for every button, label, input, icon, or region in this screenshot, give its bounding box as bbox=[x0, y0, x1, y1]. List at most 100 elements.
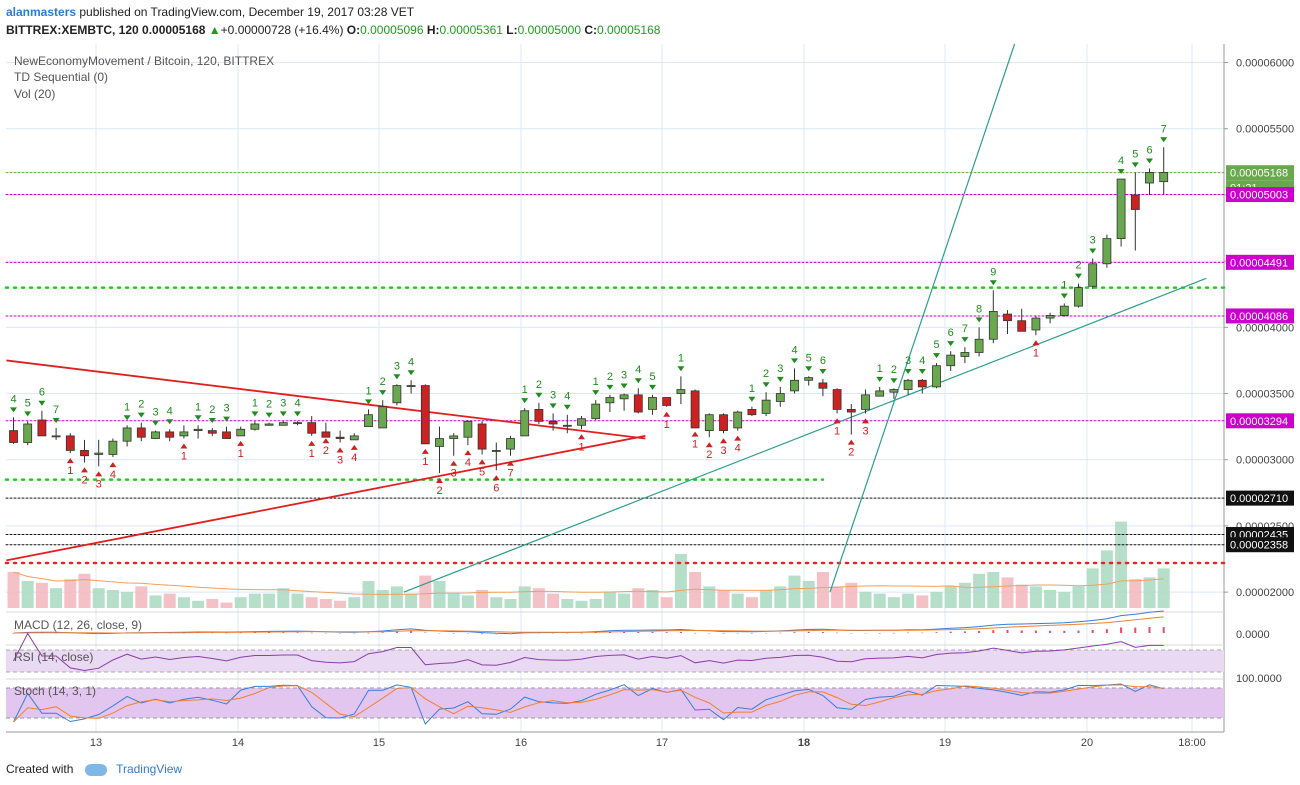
candle-body bbox=[207, 430, 217, 434]
td-sell-setup-marker bbox=[208, 417, 216, 423]
trendlines bbox=[6, 43, 1207, 593]
macd-histogram-bar bbox=[821, 631, 824, 633]
time-tick-label: 14 bbox=[232, 737, 244, 749]
footer: Created with TradingView bbox=[6, 758, 182, 780]
candle-body bbox=[307, 422, 317, 434]
td-buy-setup-marker bbox=[507, 460, 514, 466]
volume-bar bbox=[547, 593, 560, 608]
td-count-label: 6 bbox=[948, 327, 954, 339]
td-count-label: 3 bbox=[550, 389, 556, 401]
td-sell-setup-marker bbox=[918, 368, 926, 374]
td-count-label: 2 bbox=[138, 399, 144, 411]
candle-body bbox=[94, 452, 104, 455]
price-label-tag bbox=[1226, 165, 1294, 181]
td-count-label: 1 bbox=[522, 384, 528, 396]
td-count-label: 7 bbox=[53, 404, 59, 416]
macd-histogram-bar bbox=[807, 631, 810, 633]
candle-body bbox=[278, 422, 288, 426]
candle-body bbox=[591, 403, 601, 420]
macd-histogram-bar bbox=[111, 633, 114, 634]
td-count-label: 4 bbox=[408, 356, 414, 368]
td-sell-setup-marker bbox=[52, 417, 60, 423]
macd-histogram-bar bbox=[978, 630, 981, 633]
td-count-label: 3 bbox=[394, 360, 400, 372]
macd-histogram-bar bbox=[779, 632, 782, 634]
macd-histogram-bar bbox=[552, 633, 555, 634]
macd-histogram-bar bbox=[921, 632, 924, 634]
volume-bar bbox=[163, 593, 176, 608]
macd-histogram-bar bbox=[424, 632, 427, 633]
chart-grid bbox=[6, 44, 1225, 733]
macd-histogram-bar bbox=[452, 633, 455, 634]
stoch-d-line bbox=[13, 684, 1164, 723]
td-sell-setup-marker bbox=[294, 411, 301, 417]
volume-bar bbox=[248, 593, 261, 608]
td-buy-setup-marker bbox=[720, 438, 727, 444]
candle-body bbox=[364, 414, 373, 428]
td-sell-setup-marker bbox=[1146, 158, 1153, 164]
macd-signal-line bbox=[13, 616, 1164, 634]
volume-bar bbox=[618, 593, 631, 608]
volume-bar bbox=[135, 586, 148, 608]
macd-histogram-bar bbox=[253, 632, 256, 634]
candle-body bbox=[1045, 315, 1055, 319]
stoch-k-line bbox=[13, 683, 1164, 725]
td-buy-setup-marker bbox=[833, 418, 841, 424]
td-sequential-legend[interactable]: TD Sequential (0) bbox=[14, 70, 109, 84]
candle-body bbox=[676, 389, 686, 394]
created-with-text: Created with bbox=[6, 762, 74, 776]
volume-bar bbox=[92, 588, 105, 608]
td-count-label: 7 bbox=[1161, 123, 1167, 135]
candle-body bbox=[861, 394, 870, 410]
macd-histogram-bar bbox=[55, 632, 58, 634]
td-count-label: 6 bbox=[39, 387, 45, 399]
candle-body bbox=[193, 428, 203, 431]
macd-histogram-bar bbox=[651, 631, 654, 633]
author-link[interactable]: alanmasters bbox=[6, 5, 77, 19]
candle-body bbox=[23, 423, 33, 443]
stoch-legend[interactable]: Stoch (14, 3, 1) bbox=[14, 684, 97, 698]
tradingview-link[interactable]: TradingView bbox=[116, 762, 183, 776]
time-tick-label: 15 bbox=[373, 737, 385, 749]
td-sell-setup-marker bbox=[791, 358, 798, 364]
td-sell-setup-marker bbox=[805, 366, 813, 372]
candle-body bbox=[988, 311, 998, 340]
macd-histogram-bar bbox=[381, 632, 384, 633]
candle-body bbox=[889, 389, 899, 393]
macd-histogram-bar bbox=[992, 630, 995, 633]
high-value: 0.00005361 bbox=[439, 23, 503, 37]
high-label: H: bbox=[426, 23, 440, 37]
candle-body bbox=[250, 423, 260, 430]
rsi-band bbox=[6, 650, 1224, 672]
volume-bar bbox=[845, 582, 858, 608]
price-axis: 0.000060000.000055000.000050000.00004500… bbox=[1224, 58, 1294, 685]
td-sell-setup-marker bbox=[379, 390, 387, 396]
trendline bbox=[829, 43, 1016, 593]
time-tick-label: 18 bbox=[798, 737, 810, 749]
td-count-label: 4 bbox=[735, 443, 741, 455]
td-sell-setup-marker bbox=[393, 374, 401, 380]
low-label: L: bbox=[506, 23, 518, 37]
rsi-legend[interactable]: RSI (14, close) bbox=[14, 650, 94, 664]
td-sell-setup-marker bbox=[904, 368, 912, 374]
td-count-label: 4 bbox=[635, 364, 641, 376]
candle-body bbox=[1145, 172, 1154, 184]
volume-legend[interactable]: Vol (20) bbox=[14, 87, 56, 101]
macd-histogram-bar bbox=[708, 633, 711, 634]
volume-bar bbox=[646, 590, 659, 608]
candle-body bbox=[1031, 317, 1041, 331]
td-buy-setup-marker bbox=[663, 411, 671, 417]
td-buy-setup-marker bbox=[1032, 340, 1040, 346]
macd-histogram-bar bbox=[523, 633, 526, 634]
volume-bar bbox=[632, 588, 645, 608]
candle-body bbox=[804, 377, 814, 381]
volume-bar bbox=[916, 595, 929, 608]
chart-title-legend[interactable]: NewEconomyMovement / Bitcoin, 120, BITTR… bbox=[14, 54, 275, 68]
td-count-label: 8 bbox=[976, 303, 982, 315]
macd-legend[interactable]: MACD (12, 26, close, 9) bbox=[14, 618, 143, 632]
candle-body bbox=[846, 409, 856, 413]
macd-histogram-bar bbox=[1077, 630, 1080, 633]
macd-histogram-bar bbox=[836, 632, 839, 634]
candle-body bbox=[719, 414, 728, 431]
